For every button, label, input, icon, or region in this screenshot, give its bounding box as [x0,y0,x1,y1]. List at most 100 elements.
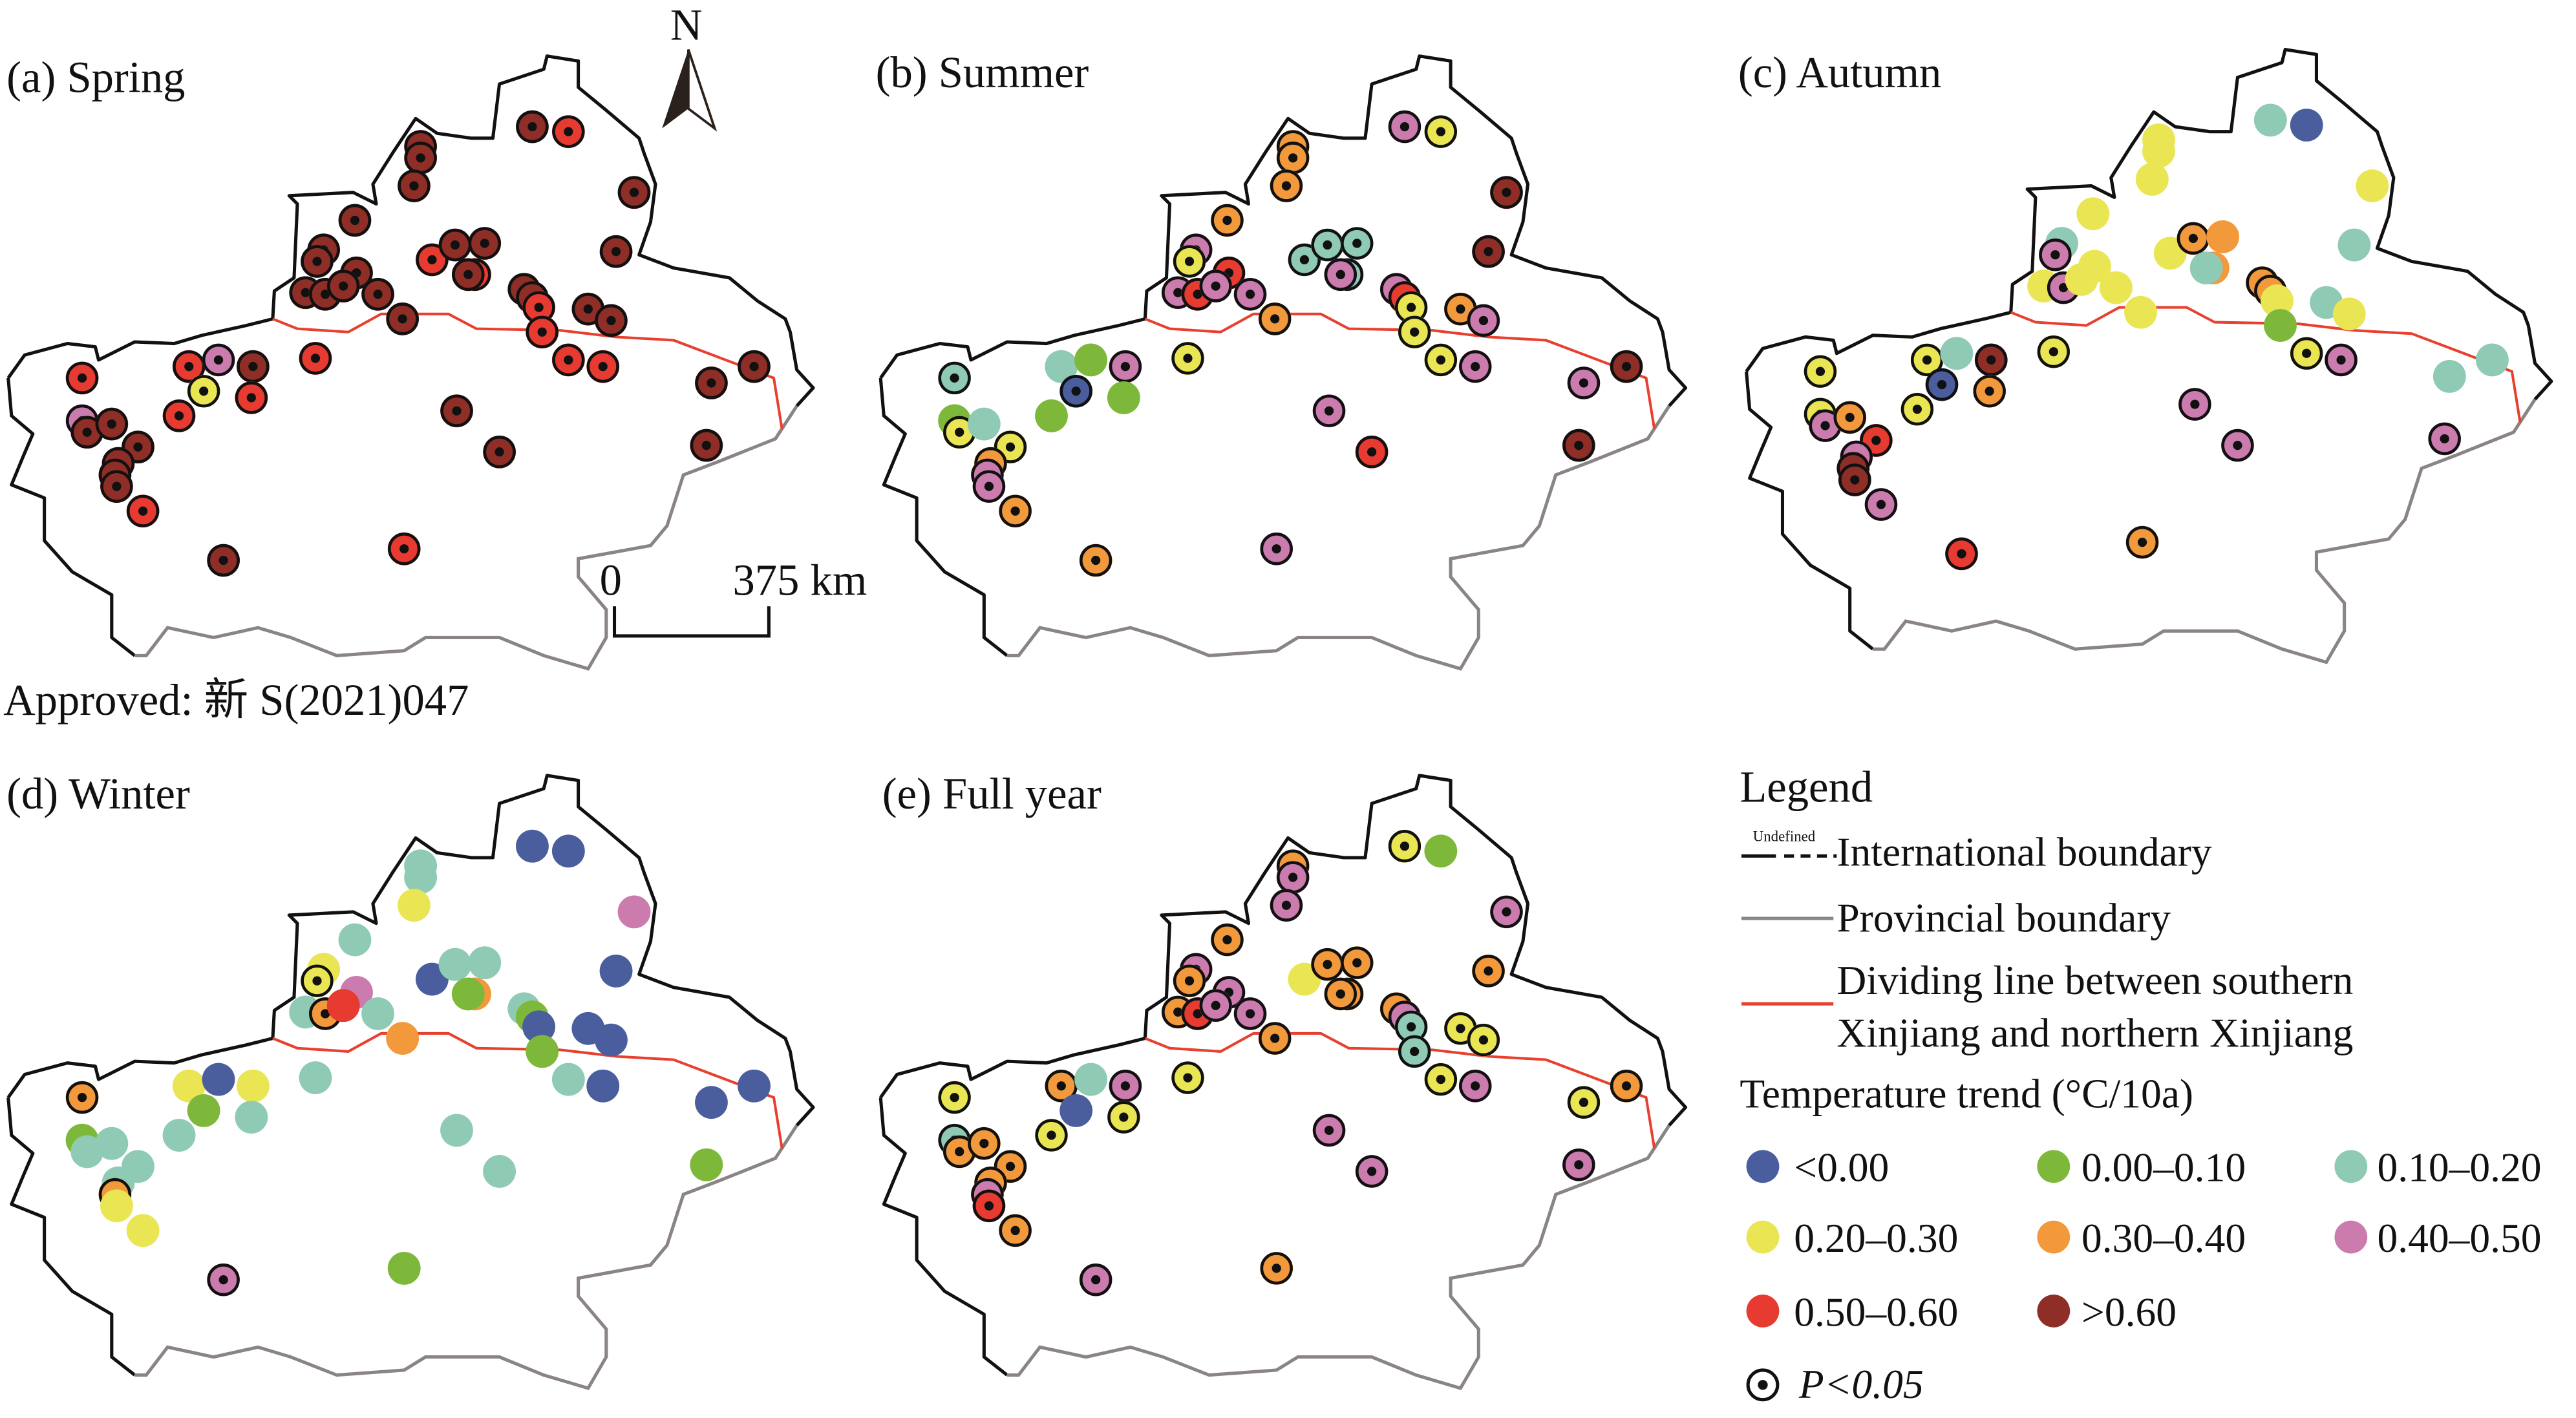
significance-center [534,302,544,312]
legend-class-item: 0.10–0.20 [2334,1145,2542,1190]
station-marker [468,227,502,260]
significance-center [82,427,92,437]
station-marker [599,235,633,268]
significance-ring [1838,463,1871,496]
station-marker [738,1069,771,1103]
significance-ring [483,436,516,469]
station-dot [386,1022,420,1055]
significance-center [1005,1161,1016,1171]
station-marker [1610,1069,1643,1103]
legend-class-label: <0.00 [1794,1145,1889,1190]
station-marker [1324,258,1357,291]
significance-ring [1211,204,1244,237]
significance-center [218,1275,228,1285]
station-marker [1567,366,1601,399]
legend-swatch-icon [1746,1220,1780,1254]
station-marker [1260,1251,1293,1285]
significance-center [598,361,608,372]
significance-center [1820,421,1830,430]
significance-ring [1860,424,1893,457]
provincial-boundary [1006,405,1671,671]
significance-center [373,290,383,299]
significance-center [1484,247,1493,257]
station-marker [595,1023,628,1057]
station-marker [516,110,549,143]
station-marker [1610,350,1643,383]
station-dot [2189,251,2223,285]
significance-ring [126,494,160,527]
significance-ring [207,544,240,577]
station-marker [938,361,971,395]
significance-ring [1199,989,1232,1022]
station-marker [1398,1035,1431,1068]
international-boundary-west [1745,371,1874,651]
station-marker [1035,1119,1068,1152]
international-boundary [879,774,1688,1127]
station-dot [2261,284,2294,317]
station-marker [695,366,728,399]
station-marker [1424,115,1458,149]
significance-center [701,440,711,450]
significance-ring [1341,946,1374,979]
significance-ring [327,270,360,302]
significance-center [1281,900,1292,910]
significance-center [629,187,639,197]
station-dot [338,923,372,957]
significance-center [1211,281,1220,291]
xinjiang-region [1746,49,2551,662]
significance-center [564,355,573,365]
station-marker [202,1063,235,1096]
legend-class-label: 0.00–0.10 [2081,1145,2246,1190]
significance-ring [1804,355,1837,388]
station-marker [2337,228,2371,262]
significance-center [1193,1009,1202,1019]
significance-center [1323,240,1332,250]
significance-ring [972,470,1006,503]
legend-sig-label: P<0.05 [1798,1361,1924,1407]
station-marker [516,829,549,863]
significance-center [1071,386,1081,396]
station-marker [100,1189,133,1223]
station-dot [438,947,472,981]
panel-title-spring: (a) Spring [6,53,185,102]
scale-bar: 0 375 km [600,555,867,638]
significance-center [1957,549,1966,558]
legend-class-label: 0.20–0.30 [1794,1215,1958,1261]
station-marker [1059,374,1093,408]
station-marker [387,1251,421,1285]
station-dot [2332,297,2366,331]
significance-center [1436,127,1445,136]
significance-center [1245,290,1255,299]
significance-center [1850,475,1860,485]
station-marker [235,381,268,414]
station-marker [338,204,372,237]
significance-center [1010,506,1020,516]
significance-ring [1312,1114,1346,1147]
station-marker [1974,343,2008,377]
station-marker [1472,235,1505,268]
station-marker [2189,251,2223,285]
station-dot [398,889,431,922]
station-marker [1804,355,1837,388]
significance-ring [1270,169,1303,202]
station-marker [1467,1023,1500,1057]
significance-ring [695,366,728,399]
station-marker [1276,141,1310,175]
station-marker [1181,997,1215,1030]
station-dot [1045,350,1078,383]
station-marker [235,1101,268,1134]
station-marker [361,277,394,311]
significance-center [1299,255,1310,265]
significance-ring [516,110,549,143]
significance-center [199,386,209,396]
station-marker [301,964,334,998]
significance-ring [1975,343,2008,377]
legend-provincial-label: Provincial boundary [1836,894,2171,940]
station-marker [1900,392,1934,426]
significance-ring [994,1150,1027,1183]
significance-center [1184,976,1195,986]
significance-center [1478,1035,1489,1045]
significance-center [2302,348,2312,358]
station-marker [2065,262,2098,296]
station-marker [1472,954,1505,988]
